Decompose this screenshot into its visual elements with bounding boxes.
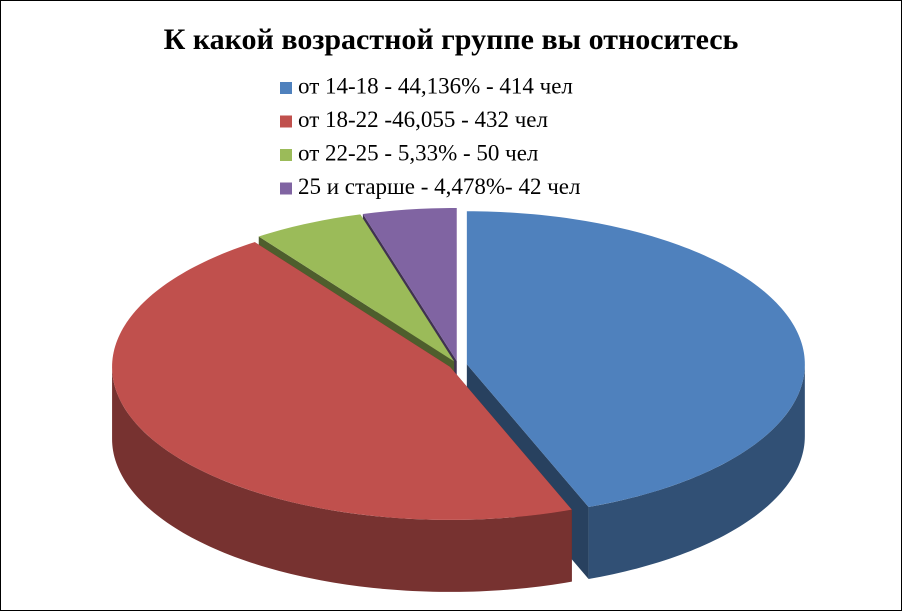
pie-slice	[112, 242, 572, 520]
legend-swatch	[280, 182, 292, 195]
legend-label: от 18-22 -46,055 - 432 чел	[298, 107, 548, 132]
slice-side	[588, 364, 805, 579]
slice-side	[112, 366, 572, 592]
legend-swatch	[280, 149, 292, 161]
chart-title: К какой возрастной группе вы относитесь	[164, 23, 739, 56]
legend-label: 25 и старше - 4,478%- 42 чел	[298, 174, 580, 199]
pie-slice	[362, 207, 457, 361]
legend-swatch	[280, 82, 292, 94]
legend-label: от 14-18 - 44,136% - 414 чел	[298, 73, 573, 98]
legend-swatch	[280, 115, 292, 128]
pie-slice	[466, 211, 805, 507]
legend-label: от 22-25 - 5,33% - 50 чел	[298, 140, 538, 165]
pie-slice	[258, 214, 455, 362]
